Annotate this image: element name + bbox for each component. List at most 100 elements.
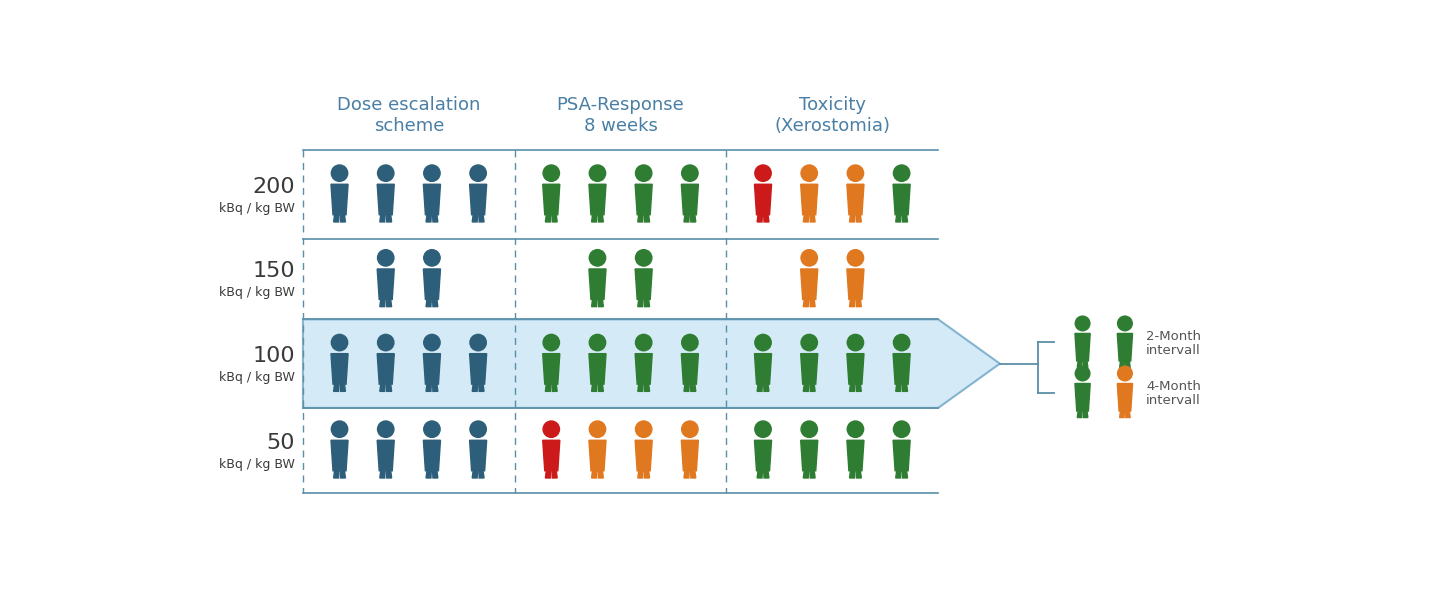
Polygon shape	[552, 215, 557, 222]
Polygon shape	[478, 384, 484, 392]
Polygon shape	[763, 384, 769, 392]
Polygon shape	[426, 215, 432, 222]
Text: 4-Month: 4-Month	[1146, 380, 1201, 393]
Polygon shape	[469, 184, 487, 215]
Circle shape	[377, 250, 395, 266]
Polygon shape	[340, 471, 346, 478]
Polygon shape	[331, 440, 348, 471]
Polygon shape	[644, 300, 649, 306]
Polygon shape	[380, 215, 384, 222]
Polygon shape	[855, 300, 861, 306]
Circle shape	[755, 334, 772, 351]
Polygon shape	[546, 384, 550, 392]
Polygon shape	[386, 384, 392, 392]
Circle shape	[589, 165, 606, 181]
Polygon shape	[1117, 384, 1132, 411]
Polygon shape	[850, 215, 855, 222]
Polygon shape	[804, 215, 809, 222]
Polygon shape	[478, 471, 484, 478]
Polygon shape	[850, 300, 855, 306]
Polygon shape	[635, 184, 652, 215]
Polygon shape	[644, 384, 649, 392]
Polygon shape	[592, 384, 596, 392]
Circle shape	[589, 250, 606, 266]
Circle shape	[469, 334, 487, 351]
Polygon shape	[850, 384, 855, 392]
Polygon shape	[691, 215, 696, 222]
Polygon shape	[809, 300, 815, 306]
Circle shape	[801, 250, 818, 266]
Polygon shape	[684, 384, 690, 392]
Circle shape	[377, 334, 395, 351]
Circle shape	[331, 421, 347, 437]
Polygon shape	[472, 471, 478, 478]
Circle shape	[423, 334, 441, 351]
Circle shape	[423, 250, 441, 266]
Polygon shape	[847, 354, 864, 384]
Polygon shape	[426, 384, 432, 392]
Text: intervall: intervall	[1146, 394, 1201, 407]
Polygon shape	[1077, 411, 1081, 418]
Text: kBq / kg BW: kBq / kg BW	[219, 458, 295, 471]
Circle shape	[893, 334, 910, 351]
Polygon shape	[644, 471, 649, 478]
Polygon shape	[1120, 411, 1125, 418]
Polygon shape	[801, 440, 818, 471]
Circle shape	[681, 334, 698, 351]
Polygon shape	[855, 471, 861, 478]
Circle shape	[543, 421, 560, 437]
Polygon shape	[1083, 411, 1087, 418]
Polygon shape	[903, 384, 907, 392]
Polygon shape	[809, 384, 815, 392]
Polygon shape	[552, 471, 557, 478]
Circle shape	[1076, 316, 1090, 331]
Text: Toxicity
(Xerostomia): Toxicity (Xerostomia)	[775, 96, 890, 135]
Polygon shape	[331, 354, 348, 384]
Polygon shape	[684, 215, 690, 222]
Polygon shape	[598, 300, 603, 306]
Polygon shape	[469, 440, 487, 471]
Polygon shape	[763, 471, 769, 478]
Polygon shape	[804, 471, 809, 478]
Text: 50: 50	[266, 432, 295, 452]
Polygon shape	[1126, 411, 1130, 418]
Polygon shape	[598, 471, 603, 478]
Polygon shape	[763, 215, 769, 222]
Text: 200: 200	[252, 176, 295, 196]
Polygon shape	[423, 269, 441, 300]
Polygon shape	[598, 384, 603, 392]
Polygon shape	[546, 215, 550, 222]
Polygon shape	[850, 471, 855, 478]
Polygon shape	[302, 319, 999, 408]
Polygon shape	[847, 269, 864, 300]
Circle shape	[423, 421, 441, 437]
Polygon shape	[386, 300, 392, 306]
Polygon shape	[755, 440, 772, 471]
Text: 150: 150	[252, 261, 295, 282]
Circle shape	[893, 165, 910, 181]
Polygon shape	[334, 471, 338, 478]
Text: kBq / kg BW: kBq / kg BW	[219, 286, 295, 299]
Circle shape	[847, 334, 864, 351]
Circle shape	[377, 165, 395, 181]
Polygon shape	[903, 471, 907, 478]
Circle shape	[755, 165, 772, 181]
Circle shape	[801, 421, 818, 437]
Circle shape	[469, 421, 487, 437]
Polygon shape	[681, 440, 698, 471]
Polygon shape	[426, 471, 432, 478]
Polygon shape	[893, 354, 910, 384]
Polygon shape	[896, 215, 901, 222]
Circle shape	[1076, 366, 1090, 381]
Polygon shape	[893, 440, 910, 471]
Polygon shape	[380, 300, 384, 306]
Circle shape	[1117, 366, 1132, 381]
Polygon shape	[757, 471, 762, 478]
Polygon shape	[331, 184, 348, 215]
Polygon shape	[340, 384, 346, 392]
Polygon shape	[380, 471, 384, 478]
Circle shape	[801, 165, 818, 181]
Polygon shape	[1074, 333, 1090, 361]
Text: Dose escalation
scheme: Dose escalation scheme	[337, 96, 481, 135]
Polygon shape	[644, 215, 649, 222]
